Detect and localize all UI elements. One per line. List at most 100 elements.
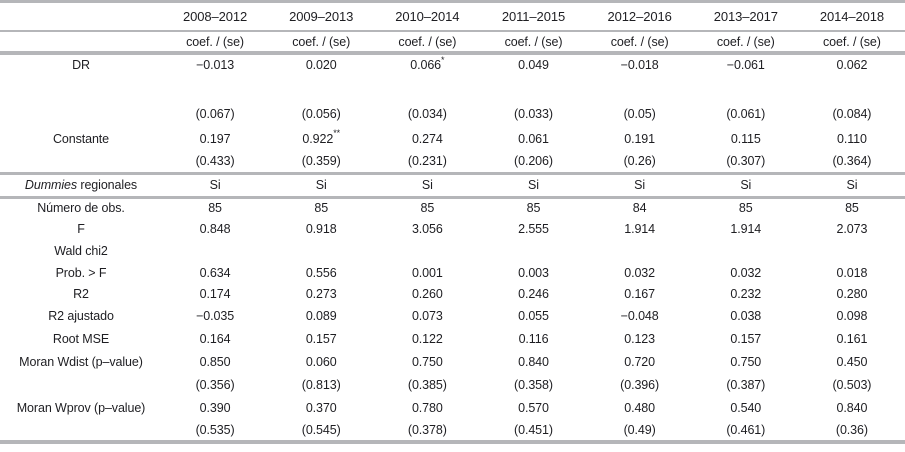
value-cell: 0.260 — [411, 287, 443, 301]
value-cell: (0.034) — [407, 107, 447, 121]
value-cell: −0.048 — [620, 309, 659, 323]
value-cell: 0.161 — [836, 331, 868, 346]
value-cell: 0.038 — [730, 309, 762, 323]
significance-stars: ** — [333, 128, 340, 139]
year-header-row: 2008–2012 2009–2013 2010–2014 2011–2015 … — [0, 0, 905, 32]
value-cell: (0.26) — [623, 154, 656, 169]
value-cell: (0.359) — [301, 154, 341, 169]
column-header: 2010–2014 — [374, 0, 481, 32]
value-cell — [374, 240, 480, 262]
table-row: (0.433) (0.359) (0.231) (0.206) (0.26) (0.307… — [0, 151, 905, 173]
value-cell: 85 — [738, 201, 753, 216]
table-row: Constante 0.197 0.922** 0.274 0.061 0.191 0.1… — [0, 126, 905, 151]
value-cell: 0.122 — [411, 331, 443, 346]
value-cell: 0.197 — [199, 131, 231, 146]
value-cell: 0.003 — [518, 265, 549, 280]
value-cell: (0.387) — [726, 377, 766, 392]
row-label-italic: Dummies — [24, 178, 78, 192]
row-label — [0, 420, 162, 444]
value-cell: (0.378) — [374, 420, 481, 444]
value-cell: 0.073 — [411, 309, 443, 323]
table-row: Prob. > F 0.634 0.556 0.001 0.003 0.032 0.032… — [0, 262, 905, 283]
row-label — [0, 102, 162, 126]
row-label: Moran Wdist (p–value) — [19, 354, 143, 369]
value-cell — [268, 75, 374, 102]
value-cell: 85 — [526, 201, 541, 216]
value-cell: 0.089 — [305, 309, 337, 323]
table-row: Wald chi2 — [0, 240, 905, 262]
row-label: Prob. > F — [55, 265, 107, 280]
value-cell: 0.157 — [305, 331, 337, 346]
value-cell: (0.813) — [301, 377, 341, 392]
row-label: Número de obs. — [37, 201, 125, 216]
column-header: 2011–2015 — [480, 0, 587, 32]
value-cell: 3.056 — [411, 222, 443, 236]
value-cell: Si — [268, 171, 375, 199]
value-cell: 0.115 — [730, 131, 761, 146]
value-cell: (0.49) — [586, 420, 693, 444]
value-cell: (0.451) — [480, 420, 587, 444]
row-label — [0, 373, 162, 396]
value-cell: 0.060 — [305, 354, 337, 369]
value-cell: (0.385) — [407, 377, 447, 392]
value-cell: Si — [480, 171, 587, 199]
value-cell — [162, 240, 268, 262]
table-row: (0.067) (0.056) (0.034) (0.033) (0.05) (0.061… — [0, 102, 905, 126]
value-cell: 0.055 — [518, 309, 549, 323]
row-label: Root MSE — [52, 331, 110, 346]
coefficient-value: 0.066 — [410, 58, 442, 72]
value-cell: (0.067) — [195, 107, 235, 121]
value-cell: 0.110 — [836, 131, 867, 146]
value-cell: 0.274 — [411, 131, 443, 146]
value-cell: (0.056) — [301, 107, 341, 121]
value-cell: (0.433) — [195, 154, 235, 169]
value-cell: 0.750 — [730, 354, 762, 369]
value-cell: 0.032 — [624, 265, 656, 280]
value-cell: 1.914 — [730, 222, 762, 236]
value-cell: −0.013 — [196, 58, 235, 72]
value-cell: (0.396) — [620, 377, 660, 392]
value-cell: −0.035 — [196, 309, 235, 323]
value-cell: 0.062 — [836, 58, 868, 72]
value-cell: 84 — [632, 201, 647, 216]
subheader-cell: coef. / (se) — [692, 31, 799, 55]
value-cell: 0.191 — [624, 131, 656, 146]
value-cell: 0.634 — [199, 265, 231, 280]
value-cell — [374, 75, 480, 102]
value-cell — [799, 75, 905, 102]
value-cell — [799, 240, 905, 262]
value-cell: Si — [162, 171, 269, 199]
value-cell: 0.280 — [836, 287, 868, 301]
value-cell: 0.720 — [624, 354, 656, 369]
value-cell: 0.273 — [305, 287, 337, 301]
value-cell: 2.555 — [518, 222, 549, 236]
subheader-cell: coef. / (se) — [374, 31, 481, 55]
value-cell: 0.020 — [305, 58, 337, 72]
corner-cell — [0, 0, 162, 32]
value-cell: Si — [692, 171, 799, 199]
results-table-body: DR −0.013 0.020 0.066* 0.049 −0.018 −0.061 0.0… — [0, 53, 905, 444]
row-label: R2 — [73, 287, 89, 301]
value-cell — [587, 75, 693, 102]
value-cell: (0.503) — [832, 377, 872, 392]
value-cell: (0.084) — [832, 107, 872, 121]
table-row: (0.356) (0.813) (0.385) (0.358) (0.396) (0.38… — [0, 373, 905, 396]
subheader-cell: coef. / (se) — [162, 31, 269, 55]
value-cell: (0.033) — [514, 107, 553, 121]
value-cell: 85 — [420, 201, 435, 216]
value-cell: 0.001 — [411, 265, 443, 280]
table-row: DR −0.013 0.020 0.066* 0.049 −0.018 −0.061 0.0… — [0, 53, 905, 75]
value-cell: 85 — [314, 201, 329, 216]
value-cell: 0.922** — [268, 126, 374, 151]
table-row: F 0.848 0.918 3.056 2.555 1.914 1.914 2.073 — [0, 218, 905, 240]
value-cell: (0.061) — [726, 107, 766, 121]
value-cell — [162, 75, 268, 102]
subheader-cell: coef. / (se) — [268, 31, 375, 55]
table-row: Número de obs. 85 85 85 85 84 85 85 — [0, 197, 905, 218]
table-row: (0.535) (0.545) (0.378) (0.451) (0.49) (0.461… — [0, 420, 905, 444]
value-cell: (0.231) — [407, 154, 447, 169]
value-cell: (0.535) — [162, 420, 269, 444]
value-cell: 0.850 — [199, 354, 231, 369]
value-cell: −0.061 — [726, 58, 765, 72]
